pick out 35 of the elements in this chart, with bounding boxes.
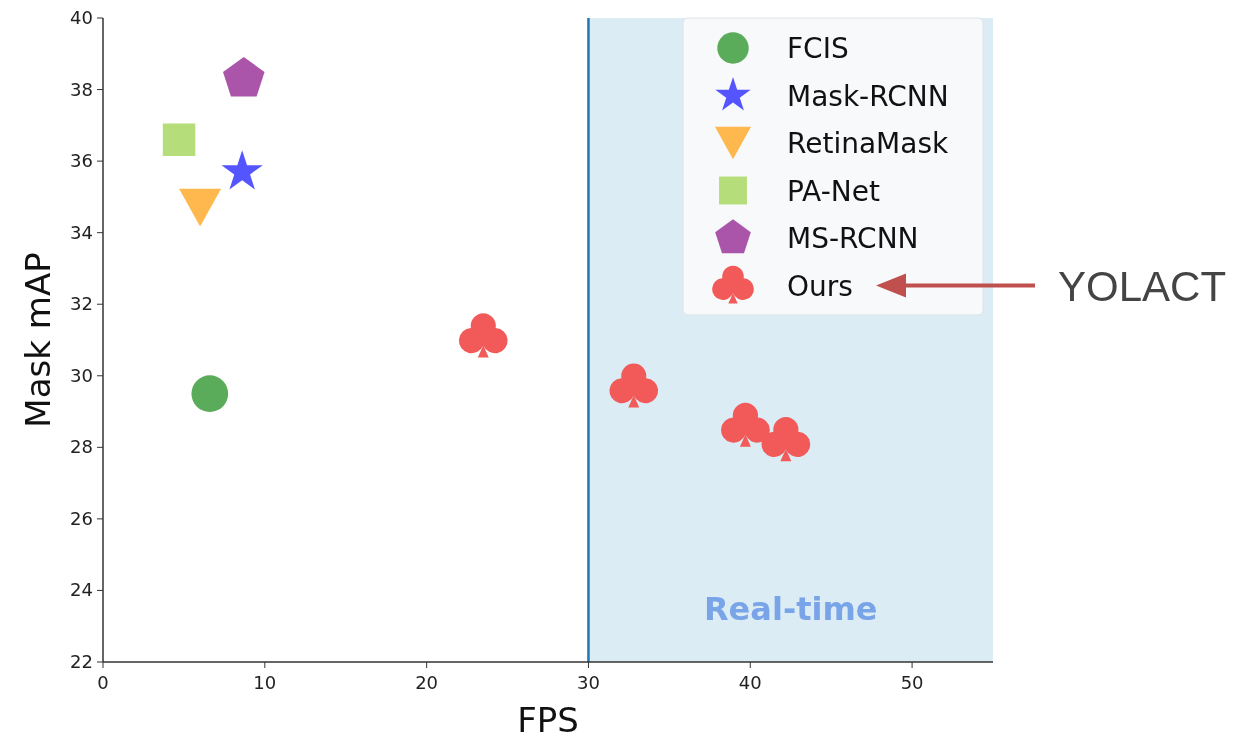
band-label: Real-time: [703, 590, 878, 628]
point: [458, 313, 508, 358]
y-tick-label: 34: [70, 221, 93, 243]
x-tick-label: 20: [415, 672, 439, 693]
x-axis-title: FPS: [517, 700, 579, 740]
y-tick-label: 40: [70, 7, 93, 28]
y-tick-label: 24: [70, 579, 93, 601]
x-tick-label: 10: [253, 672, 277, 693]
legend-label: Mask-RCNN: [787, 79, 949, 113]
legend-label: Ours: [787, 269, 853, 303]
x-tick-label: 30: [577, 672, 600, 693]
point: [761, 417, 811, 462]
point: [221, 150, 263, 190]
point: [162, 123, 196, 156]
legend-label: FCIS: [787, 32, 849, 65]
point: [609, 363, 659, 408]
x-tick-label: 50: [900, 672, 924, 693]
point: [191, 375, 229, 412]
y-tick-label: 30: [70, 364, 93, 386]
point: [223, 56, 265, 97]
y-tick-label: 36: [70, 150, 93, 172]
point: [179, 188, 222, 227]
y-tick-label: 38: [70, 78, 93, 100]
y-axis-title: Mask mAP: [18, 252, 58, 428]
y-tick-label: 26: [70, 507, 93, 529]
x-tick-label: 0: [97, 672, 109, 693]
legend-label: RetinaMask: [787, 127, 949, 160]
legend-label: MS-RCNN: [787, 222, 919, 255]
x-tick-label: 40: [738, 672, 762, 693]
text: YOLACT: [1058, 262, 1227, 310]
legend-label: PA-Net: [787, 174, 880, 208]
y-tick-label: 32: [70, 293, 93, 315]
y-tick-label: 22: [70, 651, 93, 672]
point: [721, 402, 770, 447]
y-tick-label: 28: [70, 436, 93, 458]
